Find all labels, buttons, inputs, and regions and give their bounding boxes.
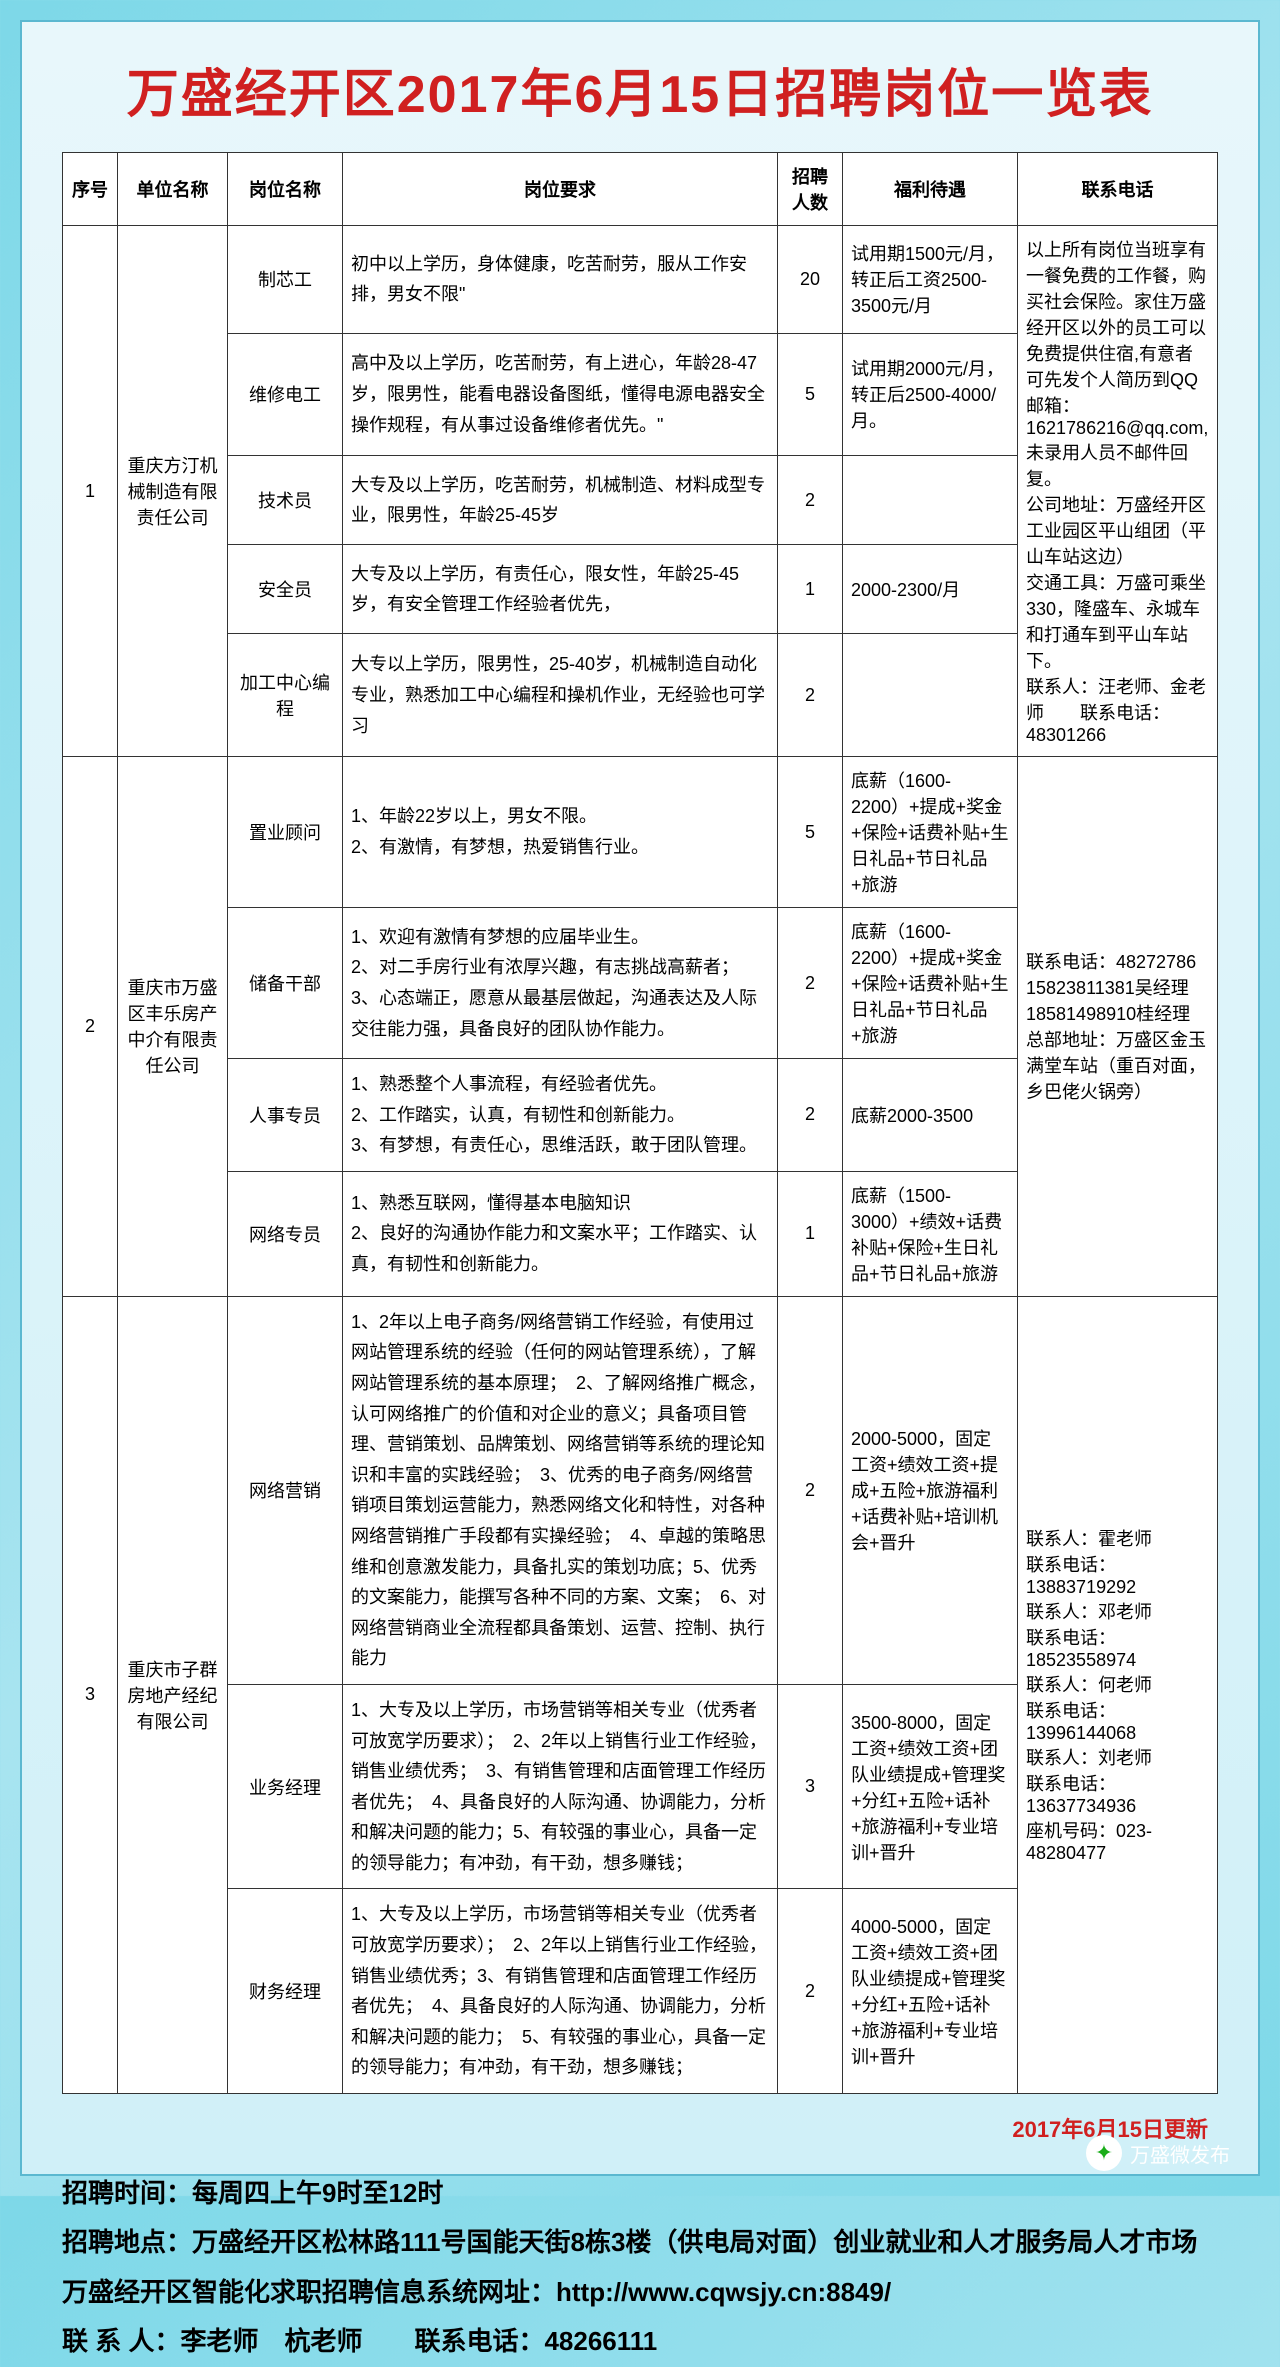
- footer-site: 万盛经开区智能化求职招聘信息系统网址：http://www.cqwsjy.cn:…: [62, 2268, 1218, 2317]
- footer-time: 招聘时间：每周四上午9时至12时: [62, 2169, 1218, 2218]
- cell-idx: 2: [63, 757, 118, 1297]
- footer-place: 招聘地点：万盛经开区松林路111号国能天街8栋3楼（供电局对面）创业就业和人才服…: [62, 2218, 1218, 2267]
- cell-requirement: 大专及以上学历，有责任心，限女性，年龄25-45岁，有安全管理工作经验者优先，: [343, 545, 778, 634]
- cell-count: 2: [778, 908, 843, 1059]
- cell-position: 技术员: [228, 455, 343, 544]
- cell-position: 置业顾问: [228, 757, 343, 908]
- cell-requirement: 1、大专及以上学历，市场营销等相关专业（优秀者可放宽学历要求）； 2、2年以上销…: [343, 1684, 778, 1889]
- cell-position: 制芯工: [228, 226, 343, 334]
- col-header: 单位名称: [118, 153, 228, 226]
- cell-position: 维修电工: [228, 333, 343, 455]
- cell-requirement: 1、欢迎有激情有梦想的应届毕业生。2、对二手房行业有浓厚兴趣，有志挑战高薪者；3…: [343, 908, 778, 1059]
- cell-count: 2: [778, 1059, 843, 1172]
- cell-contact: 以上所有岗位当班享有一餐免费的工作餐，购买社会保险。家住万盛经开区以外的员工可以…: [1018, 226, 1218, 757]
- wechat-label: 万盛微发布: [1130, 2139, 1230, 2168]
- cell-benefit: 底薪（1500-3000）+绩效+话费补贴+保险+生日礼品+节日礼品+旅游: [843, 1171, 1018, 1296]
- cell-position: 业务经理: [228, 1684, 343, 1889]
- col-header: 福利待遇: [843, 153, 1018, 226]
- cell-benefit: 试用期1500元/月，转正后工资2500-3500元/月: [843, 226, 1018, 334]
- cell-requirement: 大专以上学历，限男性，25-40岁，机械制造自动化专业，熟悉加工中心编程和操机作…: [343, 634, 778, 757]
- cell-company: 重庆市万盛区丰乐房产中介有限责任公司: [118, 757, 228, 1297]
- cell-benefit: 2000-5000，固定工资+绩效工资+提成+五险+旅游福利+话费补贴+培训机会…: [843, 1296, 1018, 1684]
- cell-company: 重庆方汀机械制造有限责任公司: [118, 226, 228, 757]
- cell-count: 5: [778, 333, 843, 455]
- cell-company: 重庆市子群房地产经纪有限公司: [118, 1296, 228, 2093]
- col-header: 招聘人数: [778, 153, 843, 226]
- cell-benefit: 4000-5000，固定工资+绩效工资+团队业绩提成+管理奖+分红+五险+话补+…: [843, 1889, 1018, 2094]
- col-header: 联系电话: [1018, 153, 1218, 226]
- cell-position: 储备干部: [228, 908, 343, 1059]
- cell-count: 2: [778, 1889, 843, 2094]
- cell-requirement: 1、大专及以上学历，市场营销等相关专业（优秀者可放宽学历要求）； 2、2年以上销…: [343, 1889, 778, 2094]
- wechat-icon: ✦: [1086, 2135, 1122, 2171]
- cell-requirement: 高中及以上学历，吃苦耐劳，有上进心，年龄28-47岁，限男性，能看电器设备图纸，…: [343, 333, 778, 455]
- cell-idx: 1: [63, 226, 118, 757]
- cell-count: 2: [778, 634, 843, 757]
- cell-requirement: 1、熟悉整个人事流程，有经验者优先。2、工作踏实，认真，有韧性和创新能力。3、有…: [343, 1059, 778, 1172]
- col-header: 岗位名称: [228, 153, 343, 226]
- cell-position: 加工中心编程: [228, 634, 343, 757]
- footer-info: 招聘时间：每周四上午9时至12时 招聘地点：万盛经开区松林路111号国能天街8栋…: [62, 2169, 1218, 2367]
- cell-contact: 联系人：霍老师联系电话：13883719292联系人：邓老师联系电话：18523…: [1018, 1296, 1218, 2093]
- table-row: 2重庆市万盛区丰乐房产中介有限责任公司置业顾问1、年龄22岁以上，男女不限。2、…: [63, 757, 1218, 908]
- cell-position: 网络营销: [228, 1296, 343, 1684]
- cell-benefit: 3500-8000，固定工资+绩效工资+团队业绩提成+管理奖+分红+五险+话补+…: [843, 1684, 1018, 1889]
- cell-benefit: 2000-2300/月: [843, 545, 1018, 634]
- cell-requirement: 1、2年以上电子商务/网络营销工作经验，有使用过网站管理系统的经验（任何的网站管…: [343, 1296, 778, 1684]
- cell-count: 5: [778, 757, 843, 908]
- cell-benefit: 底薪（1600-2200）+提成+奖金+保险+话费补贴+生日礼品+节日礼品+旅游: [843, 908, 1018, 1059]
- footer-contact: 联 系 人：李老师 杭老师 联系电话：48266111: [62, 2317, 1218, 2366]
- cell-count: 20: [778, 226, 843, 334]
- cell-count: 1: [778, 1171, 843, 1296]
- cell-benefit: [843, 455, 1018, 544]
- cell-benefit: 底薪2000-3500: [843, 1059, 1018, 1172]
- cell-requirement: 1、年龄22岁以上，男女不限。2、有激情，有梦想，热爱销售行业。: [343, 757, 778, 908]
- cell-idx: 3: [63, 1296, 118, 2093]
- cell-position: 人事专员: [228, 1059, 343, 1172]
- cell-benefit: 试用期2000元/月，转正后2500-4000/月。: [843, 333, 1018, 455]
- table-row: 1重庆方汀机械制造有限责任公司制芯工初中以上学历，身体健康，吃苦耐劳，服从工作安…: [63, 226, 1218, 334]
- update-date: 2017年6月15日更新: [62, 2112, 1208, 2144]
- cell-position: 网络专员: [228, 1171, 343, 1296]
- cell-count: 2: [778, 455, 843, 544]
- cell-position: 安全员: [228, 545, 343, 634]
- cell-count: 3: [778, 1684, 843, 1889]
- job-table: 序号单位名称岗位名称岗位要求招聘人数福利待遇联系电话 1重庆方汀机械制造有限责任…: [62, 152, 1218, 2094]
- cell-benefit: 底薪（1600-2200）+提成+奖金+保险+话费补贴+生日礼品+节日礼品+旅游: [843, 757, 1018, 908]
- cell-count: 1: [778, 545, 843, 634]
- wechat-badge: ✦ 万盛微发布: [1086, 2135, 1230, 2171]
- cell-requirement: 初中以上学历，身体健康，吃苦耐劳，服从工作安排，男女不限": [343, 226, 778, 334]
- cell-benefit: [843, 634, 1018, 757]
- cell-requirement: 1、熟悉互联网，懂得基本电脑知识2、良好的沟通协作能力和文案水平；工作踏实、认真…: [343, 1171, 778, 1296]
- table-row: 3重庆市子群房地产经纪有限公司网络营销1、2年以上电子商务/网络营销工作经验，有…: [63, 1296, 1218, 1684]
- page-title: 万盛经开区2017年6月15日招聘岗位一览表: [62, 52, 1218, 127]
- cell-requirement: 大专及以上学历，吃苦耐劳，机械制造、材料成型专业，限男性，年龄25-45岁: [343, 455, 778, 544]
- col-header: 序号: [63, 153, 118, 226]
- cell-position: 财务经理: [228, 1889, 343, 2094]
- cell-count: 2: [778, 1296, 843, 1684]
- col-header: 岗位要求: [343, 153, 778, 226]
- cell-contact: 联系电话：4827278615823811381吴经理18581498910桂经…: [1018, 757, 1218, 1297]
